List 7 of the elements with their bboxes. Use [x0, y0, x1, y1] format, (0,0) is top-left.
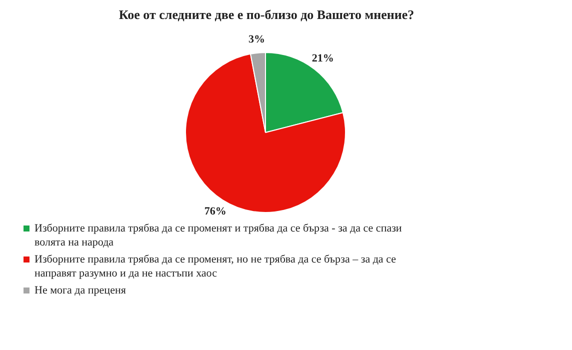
chart-title: Кое от следните две е по-близо до Вашето мнение? [118, 7, 414, 22]
data-label: 76% [204, 206, 226, 218]
data-label: 3% [248, 33, 265, 46]
legend-label: Изборните правила трябва да се променят и трябва да се бърза - за да се спази волята на народа [34, 222, 402, 248]
legend-label: Изборните правила трябва да се променят, но не трябва да се бърза – за да се направят разумно и да не настъпи хаос [34, 254, 396, 280]
legend-label: Не мога да преценя [34, 284, 126, 296]
data-label: 21% [312, 52, 334, 65]
